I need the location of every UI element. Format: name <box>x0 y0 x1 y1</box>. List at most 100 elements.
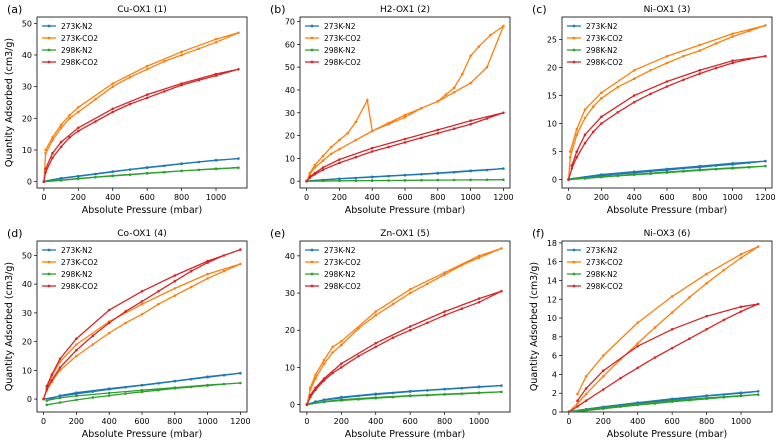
data-point <box>239 381 242 385</box>
x-tick-label: 400 <box>630 417 645 426</box>
data-point <box>75 337 78 341</box>
legend-marker <box>310 284 314 288</box>
x-tick-label: 1200 <box>493 193 513 202</box>
y-tick-label: 10 <box>285 154 295 163</box>
data-point <box>140 300 144 303</box>
data-point <box>145 166 149 169</box>
data-point <box>485 178 489 182</box>
series-line-298K-N2 <box>43 167 239 183</box>
chart-title: H2-OX1 (2) <box>380 5 430 15</box>
y-tick-label: 25 <box>547 35 557 44</box>
data-point <box>584 392 588 396</box>
data-point <box>157 388 160 392</box>
data-point <box>600 115 603 119</box>
series-line-298K-CO2 <box>567 55 766 180</box>
data-point <box>75 391 78 395</box>
data-point <box>237 31 240 35</box>
series-line-298K-CO2 <box>568 303 759 412</box>
data-point <box>145 68 149 71</box>
legend-entry: 298K-N2 <box>61 270 93 279</box>
data-point <box>59 145 63 149</box>
data-point <box>670 295 674 298</box>
data-point <box>443 273 446 276</box>
y-tick-label: 16 <box>547 258 557 267</box>
data-point <box>173 386 177 389</box>
data-point <box>632 100 636 104</box>
data-point <box>747 166 751 169</box>
data-point <box>322 379 326 382</box>
data-point <box>591 105 595 108</box>
data-point <box>44 170 47 174</box>
data-point <box>665 61 669 65</box>
data-point <box>616 172 620 176</box>
legend-entry: 298K-N2 <box>61 46 93 55</box>
data-point <box>500 289 503 293</box>
x-tick-label: 600 <box>140 193 155 202</box>
data-point <box>600 122 603 125</box>
data-point <box>714 42 718 45</box>
plot-frame <box>561 240 773 413</box>
data-point <box>387 122 390 126</box>
data-point <box>452 171 456 174</box>
data-point <box>366 98 369 102</box>
data-point <box>340 366 343 369</box>
data-point <box>140 383 144 387</box>
data-point <box>460 263 464 267</box>
data-point <box>354 120 358 124</box>
data-point <box>111 85 114 88</box>
legend-marker <box>572 248 576 252</box>
series-line-273K-CO2 <box>567 24 766 180</box>
data-point <box>688 399 691 402</box>
data-point <box>477 45 481 48</box>
data-point <box>340 395 343 399</box>
data-point <box>600 173 603 176</box>
data-point <box>722 396 726 399</box>
data-point <box>739 252 743 256</box>
panel-letter: (c) <box>532 3 547 16</box>
plot-frame <box>299 240 511 413</box>
data-point <box>77 126 80 130</box>
data-point <box>714 164 718 167</box>
data-point <box>670 346 674 350</box>
legend-entry: 273K-CO2 <box>61 258 98 267</box>
x-tick-label: 0 <box>304 193 309 202</box>
data-point <box>653 326 657 329</box>
data-point <box>469 81 472 85</box>
data-point <box>354 176 358 180</box>
data-point <box>731 32 734 36</box>
legend-marker <box>47 248 51 252</box>
data-point <box>408 291 412 295</box>
data-point <box>111 107 114 111</box>
data-point <box>653 356 657 359</box>
data-point <box>649 169 652 173</box>
data-point <box>460 392 464 396</box>
data-point <box>107 308 111 312</box>
x-tick-label: 600 <box>134 417 149 426</box>
panel-4: 0 200 400 600 800 1000 1200 0 10 20 30 40 50 (d) Co-OX… <box>4 227 251 440</box>
x-axis-label: Absolute Pressure (mbar) <box>607 429 728 440</box>
data-point <box>145 64 149 68</box>
legend: 273K-N2 273K-CO2 298K-N2 298K-CO2 <box>305 246 361 291</box>
data-point <box>500 390 503 394</box>
data-point <box>636 342 639 345</box>
data-point <box>408 328 412 332</box>
data-point <box>321 159 325 162</box>
data-point <box>616 111 620 114</box>
y-tick-label: 4 <box>552 370 557 379</box>
data-point <box>357 327 360 330</box>
data-point <box>140 290 144 293</box>
y-tick-label: 20 <box>22 114 32 123</box>
data-point <box>682 167 685 170</box>
panel-letter: (f) <box>532 227 544 240</box>
data-point <box>354 179 358 182</box>
data-point <box>576 402 579 405</box>
y-tick-label: 40 <box>285 86 295 95</box>
y-tick-label: 60 <box>285 40 295 49</box>
data-point <box>45 403 49 407</box>
panel-6: 0 200 400 600 800 1000 0 2 4 6 8 10 12 14 16 18(f) Ni-OX… <box>529 227 773 440</box>
data-point <box>616 174 620 178</box>
data-point <box>436 128 440 132</box>
data-point <box>452 86 456 89</box>
data-point <box>600 97 603 100</box>
data-point <box>636 344 639 348</box>
